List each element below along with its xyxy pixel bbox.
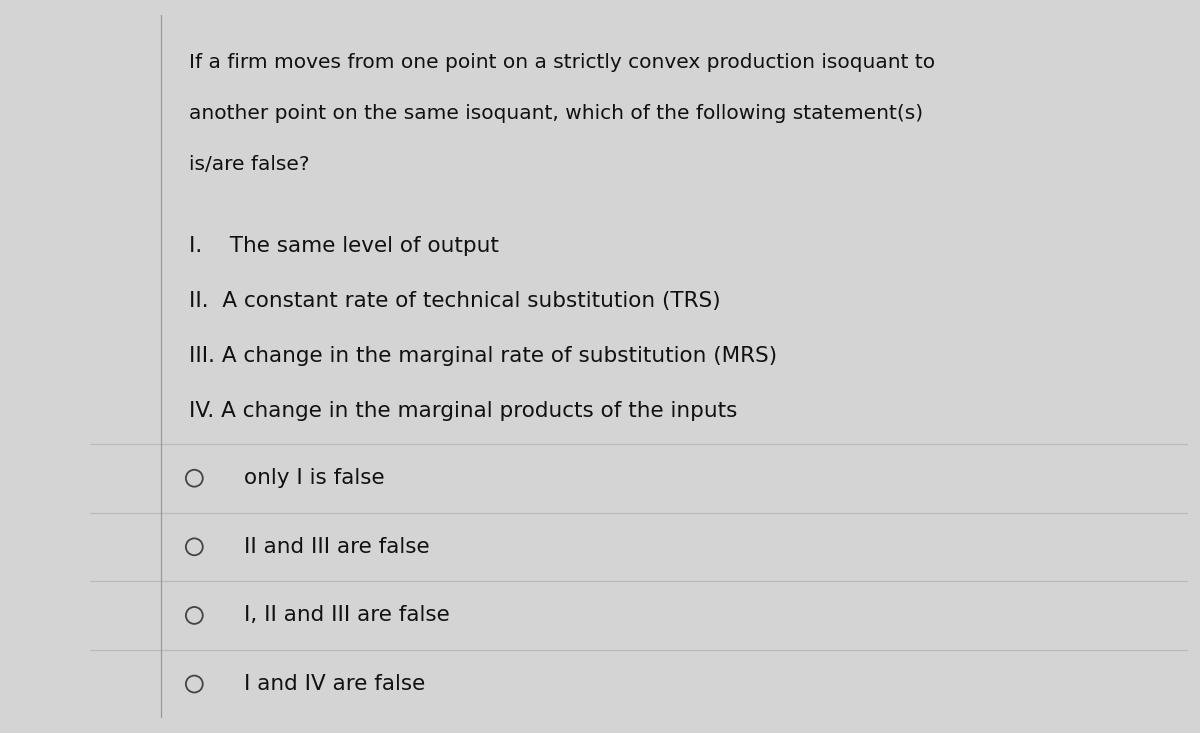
Text: I and IV are false: I and IV are false	[244, 674, 425, 694]
Text: II.  A constant rate of technical substitution (TRS): II. A constant rate of technical substit…	[188, 291, 720, 312]
Text: If a firm moves from one point on a strictly convex production isoquant to: If a firm moves from one point on a stri…	[188, 54, 935, 73]
Text: another point on the same isoquant, which of the following statement(s): another point on the same isoquant, whic…	[188, 104, 923, 123]
Text: only I is false: only I is false	[244, 468, 384, 488]
Text: III. A change in the marginal rate of substitution (MRS): III. A change in the marginal rate of su…	[188, 346, 776, 366]
Text: I, II and III are false: I, II and III are false	[244, 605, 450, 625]
Text: is/are false?: is/are false?	[188, 155, 310, 174]
Text: I.    The same level of output: I. The same level of output	[188, 236, 499, 257]
Text: II and III are false: II and III are false	[244, 537, 430, 557]
Text: IV. A change in the marginal products of the inputs: IV. A change in the marginal products of…	[188, 401, 737, 421]
